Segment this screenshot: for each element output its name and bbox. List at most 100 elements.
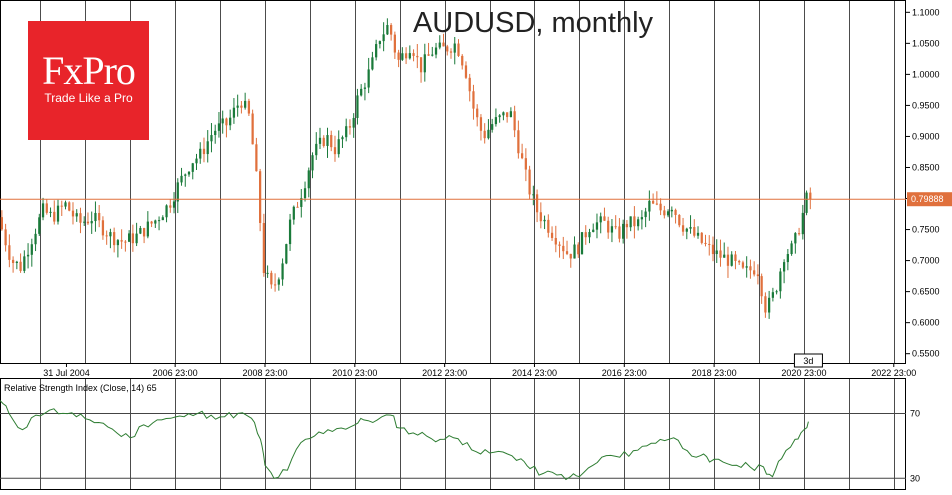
candle xyxy=(116,239,120,258)
candle-body xyxy=(434,47,438,55)
candle xyxy=(446,44,449,56)
candle-body xyxy=(745,266,748,268)
candle-body xyxy=(56,205,60,222)
candle-body xyxy=(491,124,494,130)
candle xyxy=(34,228,37,252)
fxpro-logo: FxPro Trade Like a Pro xyxy=(28,21,149,140)
candle xyxy=(326,127,329,158)
candle-body xyxy=(378,41,382,45)
candle xyxy=(768,290,771,319)
candle xyxy=(464,61,468,80)
candle-body xyxy=(524,158,527,170)
candle xyxy=(416,44,419,69)
candle-body xyxy=(416,55,419,58)
candle xyxy=(431,46,434,57)
candle xyxy=(577,242,580,258)
candle-body xyxy=(528,169,531,195)
candle-body xyxy=(479,117,483,131)
candle-body xyxy=(318,137,322,144)
candle xyxy=(292,205,295,225)
candle-body xyxy=(487,129,490,139)
candle xyxy=(23,250,26,274)
candle-body xyxy=(738,260,741,263)
candle xyxy=(700,232,703,245)
candle-body xyxy=(625,223,629,228)
candle-body xyxy=(277,279,280,285)
candle xyxy=(360,84,363,97)
candle-body xyxy=(681,225,685,232)
candle xyxy=(517,120,520,159)
candle-body xyxy=(184,174,187,176)
y-tick-label: 0.6000 xyxy=(912,318,940,328)
candle-body xyxy=(176,182,179,202)
candle-body xyxy=(408,53,411,59)
candle xyxy=(53,200,56,225)
candle-body xyxy=(749,266,752,271)
candle-body xyxy=(142,228,146,237)
candle-body xyxy=(760,276,763,297)
candle xyxy=(659,198,662,216)
candle xyxy=(41,197,45,221)
candle-body xyxy=(794,233,797,244)
x-tick-label: 2022 23:00 xyxy=(871,368,916,378)
candle xyxy=(644,207,647,228)
candle xyxy=(363,82,367,101)
candle-body xyxy=(689,227,692,229)
candle-body xyxy=(45,203,48,213)
candle-body xyxy=(663,210,666,216)
candle-body xyxy=(588,232,591,238)
candle xyxy=(786,249,789,271)
candle xyxy=(389,23,393,41)
candle xyxy=(760,273,763,304)
candle-body xyxy=(595,222,599,230)
x-axis: 31 Jul 2004 2006 23:00 2008 23:00 2010 23:0… xyxy=(43,363,916,378)
candle xyxy=(386,18,389,35)
candle xyxy=(217,112,221,138)
x-tick-label: 2006 23:00 xyxy=(153,368,198,378)
candle xyxy=(479,114,483,141)
candle xyxy=(487,119,490,140)
candle xyxy=(382,22,385,52)
candle-body xyxy=(262,222,265,274)
candle xyxy=(723,242,726,258)
candle-body xyxy=(573,244,576,259)
candle-body xyxy=(801,212,804,235)
candle-body xyxy=(258,171,262,223)
candle-body xyxy=(404,53,408,59)
candle xyxy=(468,73,471,102)
candle xyxy=(753,261,756,277)
candle-body xyxy=(431,54,434,56)
candle-body xyxy=(165,205,168,218)
candle xyxy=(663,205,666,219)
candle xyxy=(187,171,191,177)
candle-body xyxy=(180,175,183,183)
candle-body xyxy=(506,112,509,118)
candle xyxy=(146,211,149,239)
candle-body xyxy=(700,232,703,243)
candle-body xyxy=(330,135,333,148)
candle-body xyxy=(195,158,198,164)
candle-body xyxy=(322,137,325,146)
candle-body xyxy=(161,217,164,221)
candle xyxy=(244,92,247,110)
candle xyxy=(423,43,426,82)
current-price-tag xyxy=(907,192,952,207)
candle-body xyxy=(558,244,561,246)
candle xyxy=(307,167,310,198)
candle-body xyxy=(11,259,15,264)
candle-body xyxy=(539,212,542,222)
candle-body xyxy=(453,43,456,53)
candle-body xyxy=(472,91,475,109)
candle-body xyxy=(708,243,711,245)
candle-body xyxy=(674,209,677,215)
candle xyxy=(408,45,411,60)
candle xyxy=(756,264,760,285)
candle xyxy=(524,148,527,182)
candle xyxy=(730,251,733,267)
candle-body xyxy=(599,216,602,223)
candle-body xyxy=(273,284,277,286)
candle xyxy=(520,143,524,160)
candle xyxy=(199,142,202,164)
candle-body xyxy=(554,237,557,245)
grid-lines xyxy=(40,1,895,489)
